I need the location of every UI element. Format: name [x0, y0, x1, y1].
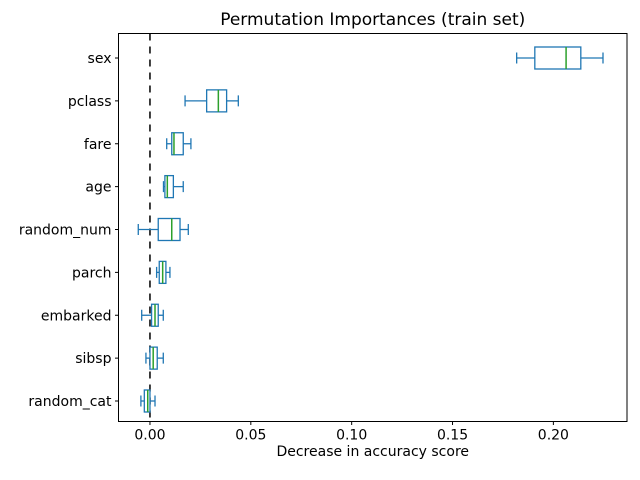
x-tick-label: 0.05	[235, 428, 266, 444]
y-tick-label-random_num: random_num	[19, 223, 112, 239]
box-sex	[534, 46, 582, 70]
y-tick-label-embarked: embarked	[41, 308, 112, 324]
x-tick-label: 0.10	[336, 428, 367, 444]
y-tick-label-parch: parch	[72, 265, 111, 281]
y-tick-label-pclass: pclass	[68, 94, 112, 110]
plot-border	[118, 33, 628, 422]
y-tick-label-sibsp: sibsp	[75, 351, 111, 367]
y-tick-label-sex: sex	[88, 51, 112, 67]
y-tick-label-random_cat: random_cat	[28, 394, 112, 410]
box-pclass	[205, 89, 228, 113]
y-tick-label-fare: fare	[84, 137, 112, 153]
box-random_num	[157, 217, 181, 242]
x-axis-label: Decrease in accuracy score	[276, 444, 469, 460]
x-tick-label: 0.20	[538, 428, 569, 444]
x-tick-label: 0.15	[437, 428, 468, 444]
plot-area: 0.00 0.05 0.10 0.15 0.20 sex pclass fare age rand…	[19, 33, 628, 444]
chart-title: Permutation Importances (train set)	[220, 10, 525, 30]
box-age	[164, 174, 175, 199]
y-tick-label-age: age	[85, 180, 111, 196]
x-tick-label: 0.00	[134, 428, 165, 444]
box-fare	[171, 132, 184, 156]
